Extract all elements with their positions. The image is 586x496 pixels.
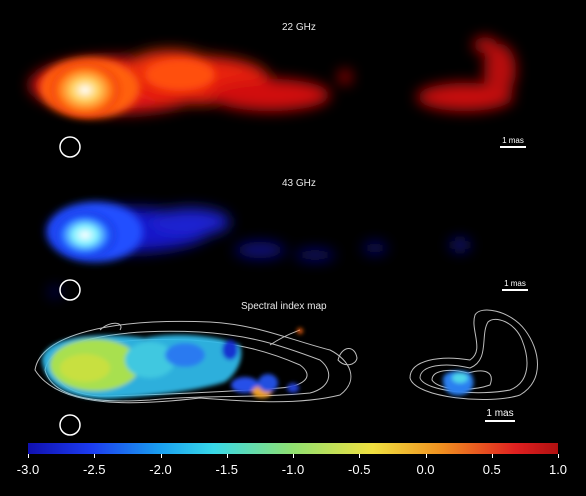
colorbar-tick-mark [226,454,228,458]
colorbar-tick-label: -2.5 [83,462,106,477]
colorbar-tick-label: -1.0 [281,462,305,477]
colorbar-tick-mark [558,454,559,458]
scale-bar-label: 1 mas [486,408,514,419]
spectral-index-map [42,328,474,399]
scale-bar-43ghz: 1 mas [502,279,528,291]
scale-bar-22ghz: 1 mas [500,136,526,148]
beam-circle-43ghz [59,279,81,301]
jet-22ghz [30,37,516,120]
title-22ghz: 22 GHz [282,22,316,33]
title-spectral-index: Spectral index map [241,301,327,312]
colorbar-tick-label: 1.0 [548,462,568,477]
beam-circle-22ghz [59,136,81,158]
colorbar-tick-mark [425,454,427,458]
colorbar-tick-label: -3.0 [16,462,40,477]
colorbar [28,443,558,454]
colorbar-tick-mark [94,454,96,458]
scale-bar-label: 1 mas [504,279,526,288]
beam-circle-spectral [59,414,81,436]
title-43ghz: 43 GHz [282,178,316,189]
colorbar-tick-mark [160,454,162,458]
colorbar-tick-mark [28,454,29,458]
jet-43ghz [47,202,470,296]
colorbar-tick-label: 0.5 [482,462,501,477]
colorbar-tick-label: -1.5 [215,462,238,477]
scale-bar-spectral: 1 mas [485,408,515,422]
colorbar-tick-label: 0.0 [416,462,435,477]
colorbar-tick-label: -0.5 [348,462,371,477]
scale-bar-label: 1 mas [502,136,524,145]
colorbar-tick-mark [491,454,493,458]
colorbar-tick-label: -2.0 [149,462,172,477]
colorbar-tick-mark [359,454,361,458]
colorbar-tick-mark [293,454,294,458]
